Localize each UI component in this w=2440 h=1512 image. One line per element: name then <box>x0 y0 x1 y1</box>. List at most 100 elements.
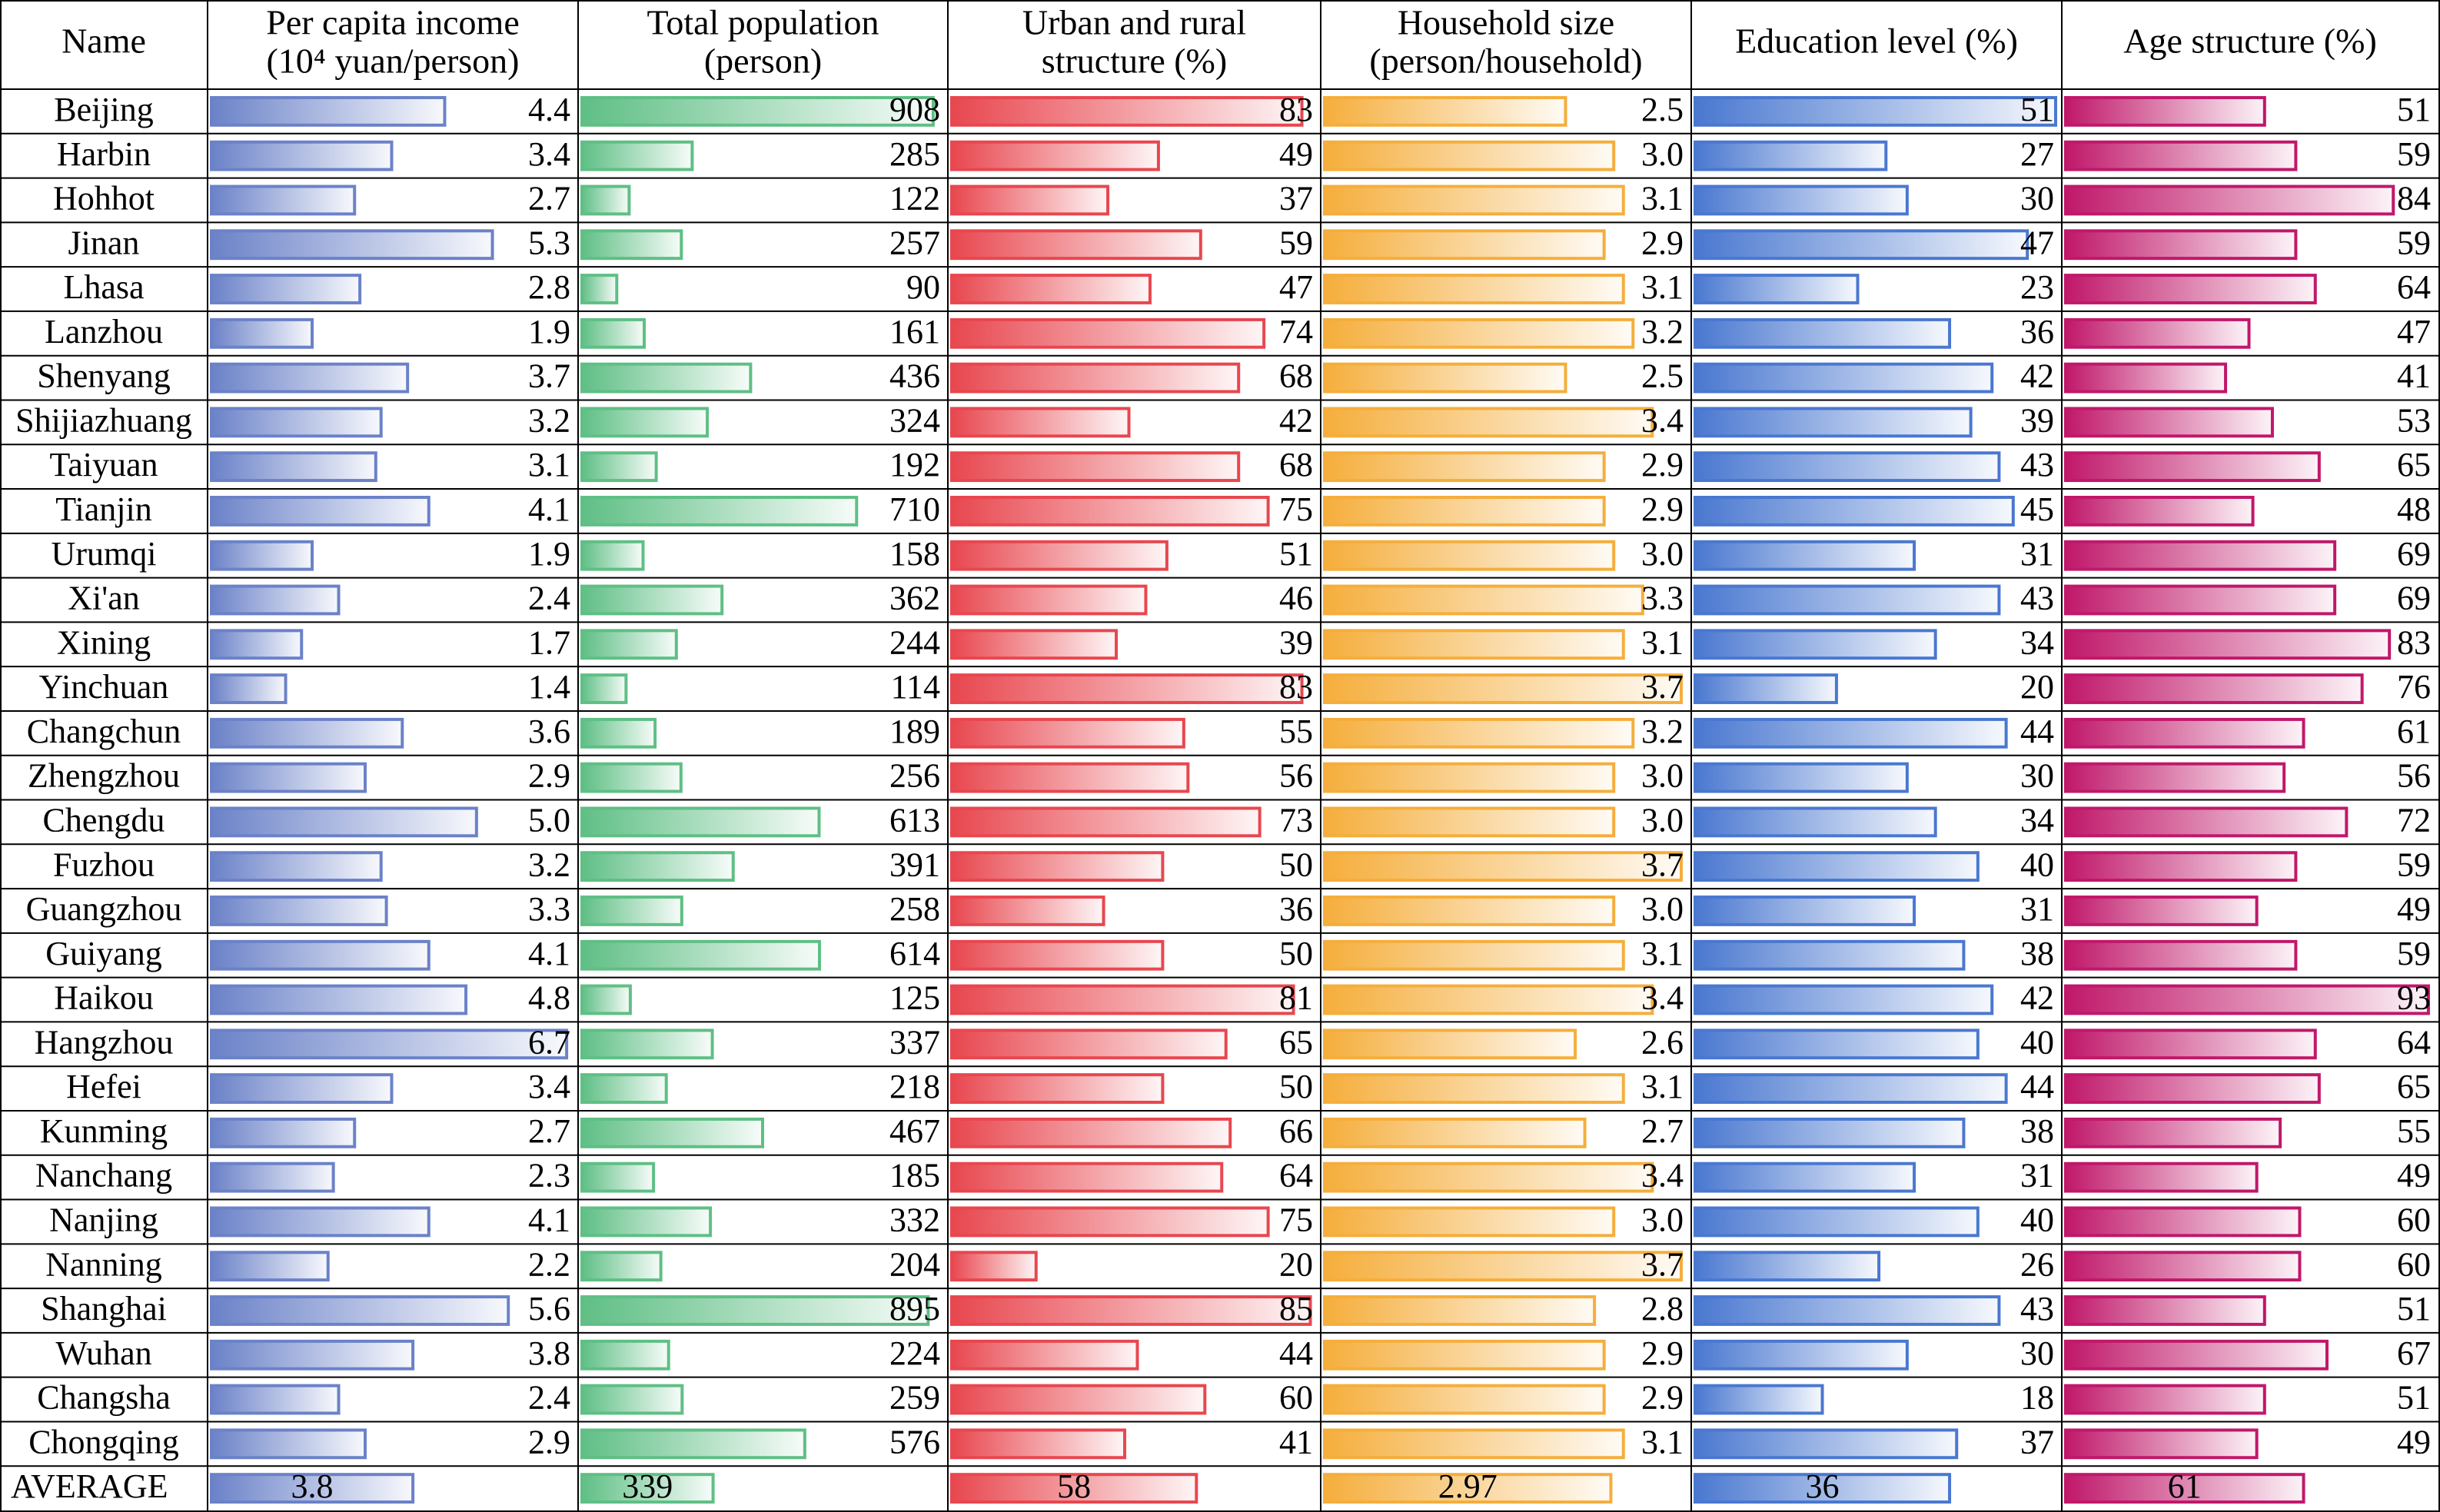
bar-age <box>2064 1251 2302 1282</box>
value-label-household: 2.9 <box>1641 1334 1684 1372</box>
bar-population <box>580 317 647 349</box>
value-label-income: 4.1 <box>528 1201 570 1239</box>
value-label-education: 42 <box>2020 357 2054 395</box>
bar-population <box>580 629 678 660</box>
bar-urban <box>950 317 1266 349</box>
bar-age <box>2064 1206 2302 1238</box>
bar-income <box>210 317 314 349</box>
value-label-population: 362 <box>889 580 940 617</box>
bar-population <box>580 984 632 1015</box>
row-name: Beijing <box>54 91 154 128</box>
bar-household <box>1323 407 1654 438</box>
value-label-education: 38 <box>2020 935 2054 972</box>
value-label-income: 4.4 <box>528 91 570 128</box>
value-label-population: 576 <box>889 1423 940 1460</box>
bar-household <box>1323 896 1616 926</box>
bar-household <box>1323 1117 1587 1148</box>
row-name: Urumqi <box>52 535 157 573</box>
bar-age <box>2064 984 2430 1015</box>
bar-education <box>1694 496 2015 527</box>
value-label-urban: 47 <box>1279 268 1313 306</box>
row-name: Nanning <box>45 1245 162 1283</box>
row-name: Yinchuan <box>39 668 169 706</box>
value-label-household: 3.0 <box>1641 757 1684 795</box>
bar-household <box>1323 140 1616 171</box>
value-label-population: 324 <box>889 401 940 439</box>
average-row-label: AVERAGE <box>11 1467 168 1505</box>
value-label-household: 2.5 <box>1641 91 1684 128</box>
value-label-household: 2.9 <box>1641 224 1684 261</box>
row-name: Guiyang <box>45 935 162 972</box>
bar-population <box>580 1206 713 1238</box>
bar-population <box>580 939 821 971</box>
bar-population <box>580 95 935 127</box>
column-header-education: Education level (%) <box>1735 22 2018 61</box>
bar-income <box>210 1073 394 1104</box>
column-header-age: Age structure (%) <box>2123 22 2377 61</box>
bar-population <box>580 762 683 793</box>
bar-age <box>2064 451 2321 483</box>
row-name: Hohhot <box>53 180 155 218</box>
value-label-education: 40 <box>2020 1023 2054 1061</box>
column-header-household: (person/household) <box>1369 42 1642 81</box>
value-label-income: 3.1 <box>528 446 570 484</box>
bar-income <box>210 229 494 261</box>
value-label-population: 614 <box>889 935 940 972</box>
value-label-household: 3.1 <box>1641 935 1684 972</box>
value-label-urban: 51 <box>1279 535 1313 573</box>
bar-age <box>2064 762 2286 793</box>
row-name: Zhengzhou <box>28 757 180 795</box>
bar-education <box>1694 1028 1980 1060</box>
value-label-income: 3.7 <box>528 357 570 395</box>
value-label-age: 69 <box>2397 580 2431 617</box>
value-label-household: 3.0 <box>1641 801 1684 839</box>
average-bar-household <box>1323 1473 1613 1504</box>
bar-population <box>580 1117 765 1148</box>
bar-income <box>210 140 394 171</box>
value-label-household: 3.1 <box>1641 623 1684 661</box>
value-label-income: 2.2 <box>528 1245 570 1283</box>
bar-education <box>1694 1161 1916 1193</box>
row-name: Shijiazhuang <box>15 401 192 439</box>
value-label-age: 93 <box>2397 979 2431 1017</box>
value-label-urban: 50 <box>1279 1068 1313 1105</box>
bar-household <box>1323 629 1625 660</box>
bar-income <box>210 1251 330 1282</box>
bar-population <box>580 140 694 171</box>
bar-population <box>580 851 735 882</box>
bar-education <box>1694 317 1952 349</box>
value-label-urban: 73 <box>1279 801 1313 839</box>
value-label-income: 2.7 <box>528 180 570 218</box>
row-name: Hefei <box>66 1068 141 1105</box>
value-label-urban: 46 <box>1279 580 1313 617</box>
bar-income <box>210 1339 415 1371</box>
bar-urban <box>950 629 1119 660</box>
value-label-household: 2.8 <box>1641 1290 1684 1328</box>
value-label-household: 3.0 <box>1641 135 1684 173</box>
bar-education <box>1694 762 1909 793</box>
bar-education <box>1694 229 2029 261</box>
value-label-urban: 39 <box>1279 623 1313 661</box>
bar-income <box>210 274 362 304</box>
row-name: Tianjin <box>55 490 152 528</box>
value-label-income: 4.1 <box>528 490 570 528</box>
value-label-education: 47 <box>2020 224 2054 261</box>
value-label-urban: 50 <box>1279 846 1313 883</box>
value-label-age: 76 <box>2397 668 2431 706</box>
value-label-education: 31 <box>2020 1157 2054 1195</box>
row-name: Lhasa <box>63 268 144 306</box>
value-label-education: 30 <box>2020 180 2054 218</box>
column-header-income: Per capita income <box>266 3 520 42</box>
value-label-household: 2.9 <box>1641 446 1684 484</box>
bar-household <box>1323 762 1616 793</box>
value-label-urban: 68 <box>1279 446 1313 484</box>
bar-household <box>1323 1206 1616 1238</box>
bar-urban <box>950 1295 1312 1326</box>
bar-education <box>1694 362 1994 394</box>
value-label-population: 895 <box>889 1290 940 1328</box>
column-header-household: Household size <box>1398 3 1614 42</box>
bar-age <box>2064 1428 2259 1460</box>
bar-household <box>1323 1384 1606 1415</box>
bar-education <box>1694 984 1994 1015</box>
value-label-population: 125 <box>889 979 940 1017</box>
